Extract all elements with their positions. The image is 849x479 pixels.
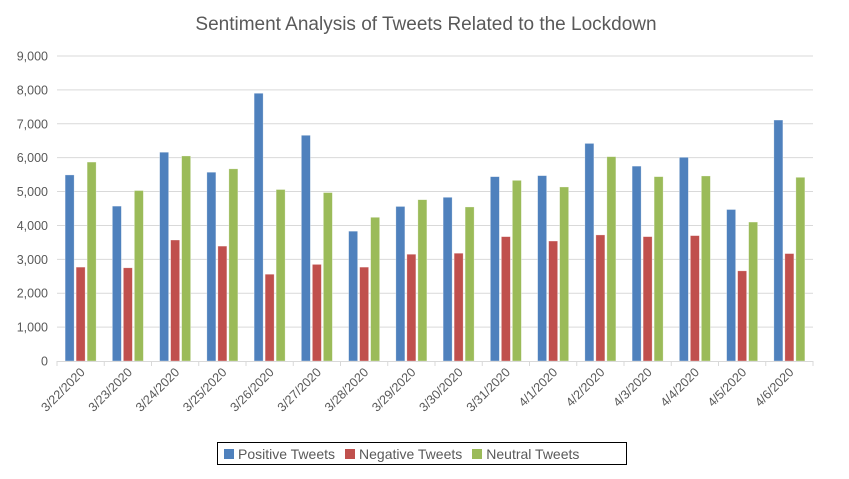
bar-positive-tweets: [773, 119, 784, 362]
bar-neutral-tweets: [370, 217, 380, 362]
x-tick-label: 4/1/2020: [516, 365, 560, 409]
bar-neutral-tweets: [653, 176, 664, 362]
bar-positive-tweets: [206, 171, 217, 362]
bar-negative-tweets: [548, 240, 558, 362]
y-tick-label: 9,000: [17, 50, 48, 64]
bar-positive-tweets: [348, 230, 358, 362]
bar-negative-tweets: [75, 266, 86, 362]
x-tick-label: 3/27/2020: [275, 365, 324, 414]
x-tick-label: 4/3/2020: [610, 365, 654, 409]
x-tick-label: 4/5/2020: [705, 365, 749, 409]
legend-label-negative: Negative Tweets: [359, 445, 463, 462]
legend-item-neutral: Neutral Tweets: [472, 446, 579, 462]
bar-positive-tweets: [584, 143, 595, 362]
bar-negative-tweets: [406, 253, 417, 362]
bar-positive-tweets: [537, 175, 547, 362]
bar-positive-tweets: [395, 206, 406, 362]
bar-neutral-tweets: [464, 206, 475, 362]
bar-positive-tweets: [442, 197, 453, 362]
bar-positive-tweets: [490, 176, 500, 362]
bar-negative-tweets: [264, 273, 275, 362]
y-tick-label: 1,000: [17, 321, 48, 335]
bar-neutral-tweets: [701, 175, 711, 362]
bar-positive-tweets: [631, 165, 642, 362]
bar-negative-tweets: [501, 236, 511, 362]
bar-neutral-tweets: [134, 190, 144, 362]
x-tick-label: 3/26/2020: [228, 365, 277, 414]
x-tick-label: 3/24/2020: [133, 365, 182, 414]
bar-neutral-tweets: [606, 156, 617, 362]
bar-negative-tweets: [595, 234, 606, 362]
legend: Positive Tweets Negative Tweets Neutral …: [217, 442, 627, 465]
legend-item-negative: Negative Tweets: [345, 446, 462, 462]
bars: [64, 92, 806, 362]
bar-neutral-tweets: [323, 192, 333, 362]
x-tick-label: 4/4/2020: [658, 365, 702, 409]
x-tick-label: 3/25/2020: [180, 365, 229, 414]
legend-label-neutral: Neutral Tweets: [486, 445, 580, 462]
bar-neutral-tweets: [795, 177, 806, 362]
x-tick-label: 3/30/2020: [417, 365, 466, 414]
bar-negative-tweets: [123, 267, 133, 362]
x-tick-label: 3/29/2020: [369, 365, 418, 414]
legend-label-positive: Positive Tweets: [238, 445, 336, 462]
x-axis: [56, 361, 814, 366]
x-tick-label: 3/28/2020: [322, 365, 371, 414]
y-tick-label: 0: [41, 355, 48, 369]
bar-chart: Sentiment Analysis of Tweets Related to …: [17, 14, 814, 414]
x-tick-label: 3/22/2020: [39, 365, 88, 414]
y-tick-label: 4,000: [17, 219, 48, 233]
x-axis-ticks: 3/22/20203/23/20203/24/20203/25/20203/26…: [39, 365, 797, 414]
y-tick-label: 6,000: [17, 151, 48, 165]
legend-swatch-neutral: [472, 448, 483, 459]
bar-neutral-tweets: [512, 180, 522, 362]
bar-negative-tweets: [642, 236, 653, 362]
y-tick-label: 7,000: [17, 117, 48, 131]
x-tick-label: 3/23/2020: [86, 365, 135, 414]
bar-negative-tweets: [217, 245, 228, 362]
bar-neutral-tweets: [275, 189, 286, 362]
bar-negative-tweets: [359, 266, 369, 362]
bar-positive-tweets: [64, 174, 75, 362]
chart-title: Sentiment Analysis of Tweets Related to …: [195, 14, 656, 35]
y-tick-label: 2,000: [17, 287, 48, 301]
bar-positive-tweets: [679, 157, 689, 362]
bar-negative-tweets: [312, 264, 322, 362]
bar-positive-tweets: [253, 92, 264, 362]
bar-negative-tweets: [784, 253, 795, 362]
legend-item-positive: Positive Tweets: [224, 446, 335, 462]
bar-positive-tweets: [726, 209, 736, 362]
bar-positive-tweets: [112, 205, 122, 362]
bar-neutral-tweets: [748, 221, 758, 362]
bar-negative-tweets: [690, 235, 700, 362]
bar-negative-tweets: [170, 239, 180, 362]
y-axis-ticks: 0 1,000 2,000 3,000 4,000 5,000 6,000 7,000 8,00…: [17, 50, 48, 369]
x-tick-label: 4/6/2020: [752, 365, 796, 409]
x-tick-label: 3/31/2020: [464, 365, 513, 414]
bar-neutral-tweets: [228, 168, 239, 362]
bar-negative-tweets: [453, 252, 464, 362]
bar-positive-tweets: [301, 135, 311, 362]
y-tick-label: 8,000: [17, 83, 48, 97]
legend-swatch-positive: [224, 448, 234, 459]
bar-neutral-tweets: [86, 161, 97, 362]
legend-swatch-negative: [345, 448, 356, 459]
bar-neutral-tweets: [417, 199, 428, 362]
bar-neutral-tweets: [181, 155, 191, 362]
y-tick-label: 5,000: [17, 185, 48, 199]
bar-negative-tweets: [737, 270, 747, 362]
bar-neutral-tweets: [559, 186, 569, 362]
bar-positive-tweets: [159, 151, 169, 362]
y-tick-label: 3,000: [17, 253, 48, 267]
x-tick-label: 4/2/2020: [563, 365, 607, 409]
